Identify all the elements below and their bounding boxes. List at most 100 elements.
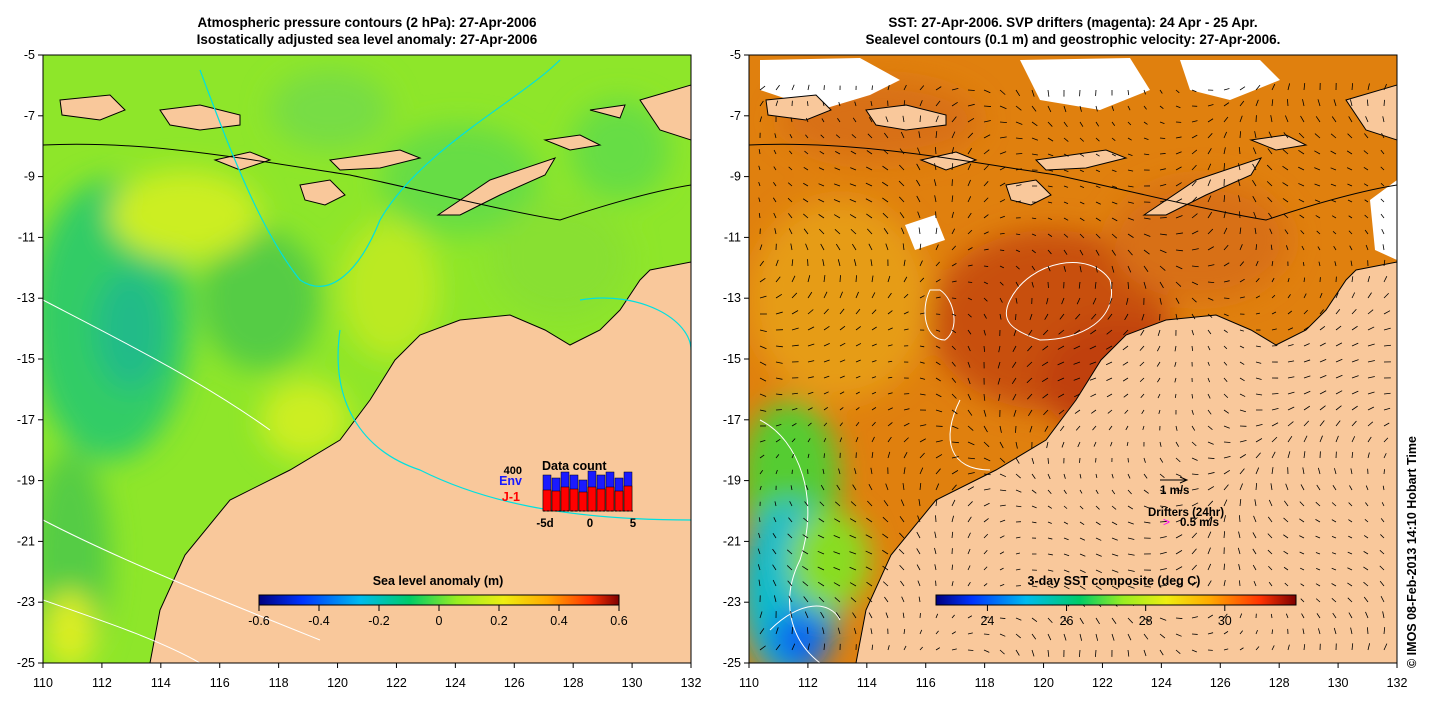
- right-x-tick-label: 132: [1387, 676, 1408, 690]
- left-title-line2: Isostatically adjusted sea level anomaly…: [197, 32, 538, 47]
- left-y-tick-label: -5: [24, 48, 35, 62]
- sla-colorbar-tick-label: 0: [436, 614, 443, 628]
- right-x-tick-label: 110: [739, 676, 759, 690]
- right-x-tick-label: 112: [798, 676, 818, 690]
- sla-colorbar-tick-label: -0.6: [248, 614, 270, 628]
- credit-text: © IMOS 08-Feb-2013 14:10 Hobart Time: [1405, 436, 1419, 668]
- left-y-tick-label: -25: [17, 656, 35, 670]
- velocity-arrow: [872, 85, 873, 90]
- sst-colorbar-tick-label: 28: [1139, 614, 1153, 628]
- velocity-arrow: [984, 266, 988, 267]
- left-x-tick-label: 124: [445, 676, 466, 690]
- right-x-tick-label: 128: [1269, 676, 1290, 690]
- left-x-tick-label: 128: [563, 676, 584, 690]
- right-x-tick-label: 124: [1151, 676, 1172, 690]
- left-y-tick-label: -11: [18, 230, 35, 244]
- right-y-tick-label: -19: [723, 474, 741, 488]
- right-title-line1: SST: 27-Apr-2006. SVP drifters (magenta)…: [888, 15, 1257, 30]
- velocity-arrow: [968, 90, 975, 91]
- data-count-axis-left: -5d: [536, 518, 553, 530]
- right-x-tick-label: 114: [857, 676, 877, 690]
- data-count-j1-bar: [588, 487, 596, 511]
- left-x-tick-label: 122: [386, 676, 407, 690]
- velocity-arrow: [968, 282, 972, 283]
- sst-colorbar-tick-label: 26: [1060, 614, 1074, 628]
- velocity-arrow: [1239, 580, 1240, 586]
- left-x-tick-label: 120: [327, 676, 348, 690]
- data-count-j1-bar: [570, 489, 578, 511]
- velocity-arrow: [1176, 618, 1182, 619]
- velocity-arrow: [1079, 458, 1080, 463]
- sla-colorbar: [259, 595, 619, 605]
- sla-map: [30, 55, 691, 670]
- velocity-arrow: [1272, 393, 1278, 394]
- right-y-tick-label: -7: [730, 109, 741, 123]
- velocity-arrow: [824, 453, 825, 458]
- velocity-scale-label: 1 m/s: [1160, 485, 1189, 497]
- velocity-arrow: [1287, 99, 1288, 106]
- data-count-j1-bar: [597, 489, 605, 511]
- right-y-tick-label: -13: [723, 291, 741, 305]
- data-count-env-label: Env: [499, 474, 522, 488]
- sst-colorbar-tick-label: 24: [980, 614, 994, 628]
- left-y-tick-label: -13: [17, 291, 35, 305]
- right-x-tick-label: 130: [1328, 676, 1349, 690]
- data-count-j1-bar: [624, 486, 632, 511]
- right-y-axis: -5-7-9-11-13-15-17-19-21-23-25: [723, 48, 749, 670]
- data-count-axis-right: 5: [630, 518, 637, 530]
- data-count-title: Data count: [542, 459, 607, 473]
- left-y-tick-label: -9: [24, 170, 35, 184]
- left-y-tick-label: -15: [17, 352, 35, 366]
- velocity-arrow: [968, 650, 973, 651]
- right-y-tick-label: -25: [723, 656, 741, 670]
- left-y-axis: -5-7-9-11-13-15-17-19-21-23-25: [17, 48, 43, 670]
- left-y-tick-label: -7: [24, 109, 35, 123]
- velocity-arrow: [1208, 458, 1214, 459]
- velocity-arrow: [1384, 469, 1385, 474]
- velocity-arrow: [1048, 458, 1049, 464]
- right-y-tick-label: -21: [723, 534, 741, 548]
- right-y-tick-label: -23: [723, 595, 741, 609]
- left-title-line1: Atmospheric pressure contours (2 hPa): 2…: [197, 15, 537, 30]
- velocity-arrow: [1239, 211, 1240, 218]
- left-x-tick-label: 118: [269, 676, 289, 690]
- velocity-arrow: [984, 634, 989, 635]
- velocity-arrow: [1015, 426, 1016, 433]
- velocity-arrow: [1016, 153, 1022, 154]
- right-x-tick-label: 116: [916, 676, 936, 690]
- data-count-j1-bar: [606, 487, 614, 511]
- data-count-j1-bar: [543, 490, 551, 511]
- velocity-arrow: [807, 101, 808, 106]
- velocity-arrow: [920, 116, 921, 122]
- right-x-tick-label: 126: [1210, 676, 1231, 690]
- velocity-arrow: [1015, 314, 1016, 320]
- data-count-axis-mid: 0: [587, 518, 593, 530]
- right-x-tick-label: 122: [1092, 676, 1113, 690]
- velocity-arrow: [1384, 100, 1385, 106]
- left-x-tick-label: 132: [681, 676, 702, 690]
- right-y-tick-label: -11: [724, 230, 741, 244]
- right-x-axis: 110 112 114 116 118 120 122 124 126 128 130 132: [739, 663, 1407, 690]
- velocity-arrow: [1160, 138, 1165, 139]
- sla-colorbar-tick-label: 0.6: [610, 614, 627, 628]
- data-count-j1-bar: [552, 491, 560, 511]
- right-x-tick-label: 118: [975, 676, 995, 690]
- right-y-tick-label: -5: [730, 48, 741, 62]
- data-count-j1-bar: [561, 487, 569, 511]
- left-y-tick-label: -19: [17, 474, 35, 488]
- velocity-arrow: [1160, 153, 1166, 154]
- velocity-arrow: [1160, 217, 1167, 218]
- left-y-tick-label: -21: [17, 534, 35, 548]
- sla-colorbar-title: Sea level anomaly (m): [373, 574, 504, 588]
- data-count-j1-bar: [615, 491, 623, 511]
- velocity-arrow: [840, 275, 841, 282]
- right-y-tick-label: -17: [723, 413, 741, 427]
- velocity-arrow: [1224, 564, 1225, 570]
- right-y-tick-label: -15: [723, 352, 741, 366]
- right-x-tick-label: 120: [1033, 676, 1054, 690]
- data-count-j1-bar: [579, 492, 587, 511]
- sla-colorbar-tick-label: -0.4: [308, 614, 330, 628]
- sst-colorbar-title: 3-day SST composite (deg C): [1028, 574, 1201, 588]
